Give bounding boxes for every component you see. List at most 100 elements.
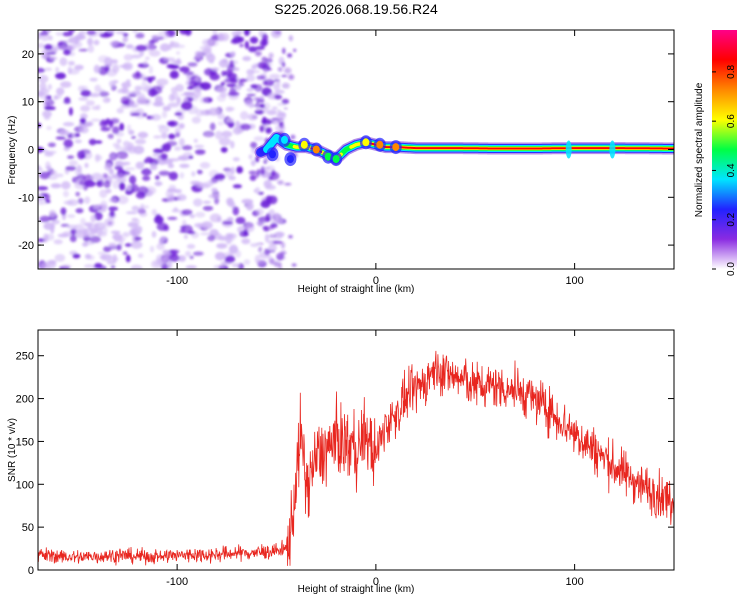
noise-blob	[254, 97, 261, 100]
noise-blob	[269, 73, 281, 79]
noise-blob	[74, 139, 82, 144]
noise-blob	[136, 96, 148, 105]
noise-blob	[168, 133, 176, 140]
noise-blob	[60, 207, 67, 216]
noise-blob	[83, 174, 94, 183]
noise-blob	[53, 239, 63, 245]
noise-blob	[280, 250, 287, 256]
noise-blob	[38, 74, 49, 83]
noise-blob	[234, 85, 242, 91]
noise-blob	[168, 93, 175, 102]
noise-blob	[191, 116, 201, 124]
noise-blob	[125, 211, 138, 215]
snr-xlabel: Height of straight line (km)	[298, 584, 415, 595]
noise-blob	[84, 162, 89, 168]
noise-blob	[130, 264, 143, 269]
noise-blob	[135, 70, 140, 78]
noise-blob	[277, 66, 283, 72]
noise-blob	[102, 97, 111, 104]
noise-blob	[39, 82, 47, 90]
noise-blob	[212, 30, 218, 36]
noise-blob	[226, 107, 236, 111]
noise-blob	[261, 197, 270, 204]
noise-blob	[158, 170, 171, 176]
noise-blob	[180, 101, 193, 111]
y-tick-label: 150	[16, 436, 34, 448]
noise-blob	[168, 64, 180, 70]
noise-blob	[173, 44, 186, 49]
noise-blob	[219, 91, 228, 98]
noise-blob	[138, 206, 145, 215]
noise-blob	[158, 239, 164, 246]
noise-blob	[239, 111, 249, 120]
noise-blob	[236, 37, 244, 42]
x-tick-label: 100	[565, 275, 583, 287]
noise-blob	[268, 52, 274, 59]
noise-blob	[185, 265, 197, 269]
noise-blob	[270, 223, 278, 228]
noise-blob	[93, 205, 100, 210]
spectrogram-heatmap	[38, 30, 674, 269]
ridge-blob	[324, 152, 332, 161]
noise-blob	[43, 149, 49, 154]
noise-blob	[38, 186, 49, 191]
noise-blob	[80, 113, 88, 120]
noise-blob	[73, 40, 83, 49]
noise-blob	[97, 180, 102, 187]
noise-blob	[68, 68, 80, 75]
x-tick-label: -100	[166, 275, 188, 287]
noise-blob	[193, 198, 203, 207]
noise-blob	[154, 215, 164, 224]
noise-blob	[243, 30, 250, 36]
noise-blob	[58, 129, 70, 136]
noise-blob	[94, 140, 103, 144]
noise-blob	[174, 189, 182, 194]
noise-blob	[48, 35, 53, 41]
noise-blob	[194, 223, 205, 228]
noise-blob	[38, 42, 45, 49]
noise-blob	[217, 121, 224, 126]
colorbar-tick-label: 0.2	[726, 212, 737, 226]
noise-blob	[94, 153, 100, 163]
noise-blob	[55, 72, 66, 80]
noise-blob	[119, 122, 125, 131]
noise-blob	[235, 250, 242, 258]
noise-blob	[243, 259, 251, 265]
noise-blob	[61, 181, 71, 190]
noise-blob	[250, 84, 258, 89]
noise-blob	[283, 107, 288, 110]
noise-blob	[244, 99, 254, 107]
noise-blob	[204, 44, 212, 54]
noise-blob	[63, 200, 74, 205]
noise-blob	[156, 243, 165, 251]
noise-blob	[254, 109, 265, 115]
noise-blob	[153, 148, 164, 154]
noise-blob	[204, 132, 214, 137]
noise-blob	[87, 225, 93, 231]
noise-blob	[108, 198, 118, 203]
noise-blob	[167, 260, 173, 269]
y-tick-label: 0	[28, 145, 34, 157]
noise-blob	[47, 142, 56, 148]
noise-blob	[80, 105, 91, 112]
noise-blob	[87, 255, 95, 261]
noise-blob	[226, 197, 234, 206]
noise-blob	[263, 166, 271, 170]
noise-blob	[225, 255, 236, 263]
ridge-band	[368, 142, 674, 150]
noise-blob	[74, 34, 86, 40]
noise-blob	[248, 154, 253, 160]
noise-blob	[152, 153, 160, 157]
noise-blob	[134, 138, 147, 145]
colorbar: 0.0 0.2 0.4 0.6 0.8 Normalized spectral ampl…	[694, 30, 737, 276]
noise-blob	[209, 122, 216, 131]
noise-blob	[221, 70, 227, 77]
noise-blob	[78, 48, 89, 52]
noise-blob	[246, 69, 255, 76]
noise-blob	[249, 36, 259, 44]
noise-blob	[179, 172, 185, 179]
noise-blob	[38, 67, 46, 73]
noise-blob	[118, 88, 129, 93]
noise-blob	[131, 54, 142, 59]
noise-blob	[167, 102, 180, 108]
